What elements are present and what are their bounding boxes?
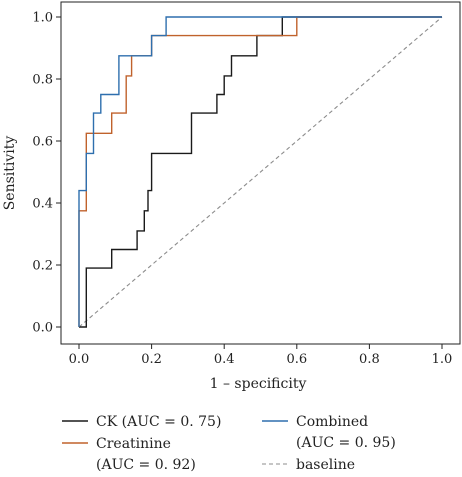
- y-axis-label: Sensitivity: [2, 136, 18, 211]
- y-tick-label: 0.8: [32, 73, 53, 88]
- y-tick-label: 0.6: [32, 135, 53, 150]
- x-tick-label: 0.2: [141, 352, 162, 367]
- x-tick-label: 0.0: [69, 352, 90, 367]
- x-tick-label: 0.4: [214, 352, 235, 367]
- x-tick-label: 0.6: [286, 352, 307, 367]
- legend-label: Combined: [296, 414, 368, 430]
- series-layer: [78, 16, 443, 328]
- x-axis-label: 1 – specificity: [210, 376, 307, 392]
- legend: CK (AUC = 0. 75) Creatinine (AUC = 0. 92) C…: [62, 414, 396, 473]
- series-line-combined: [78, 16, 442, 327]
- series-line-ck: [79, 16, 442, 328]
- legend-label: Creatinine: [96, 436, 171, 452]
- y-axis-ticks: 0.0 0.2 0.4 0.6 0.8 1.0: [32, 11, 61, 336]
- y-tick-label: 0.4: [32, 197, 53, 212]
- x-axis-ticks: 0.0 0.2 0.4 0.6 0.8 1.0: [69, 344, 453, 367]
- plot-area-frame: [60, 1, 461, 345]
- legend-label: CK (AUC = 0. 75): [96, 414, 221, 430]
- series-line-baseline: [78, 16, 443, 328]
- x-tick-label: 1.0: [432, 352, 453, 367]
- x-tick-label: 0.8: [359, 352, 380, 367]
- legend-label: baseline: [296, 457, 355, 473]
- y-tick-label: 0.2: [32, 259, 53, 274]
- legend-label: (AUC = 0. 92): [96, 457, 196, 473]
- y-tick-label: 0.0: [32, 321, 53, 336]
- legend-label: (AUC = 0. 95): [296, 435, 396, 451]
- y-tick-label: 1.0: [32, 11, 53, 26]
